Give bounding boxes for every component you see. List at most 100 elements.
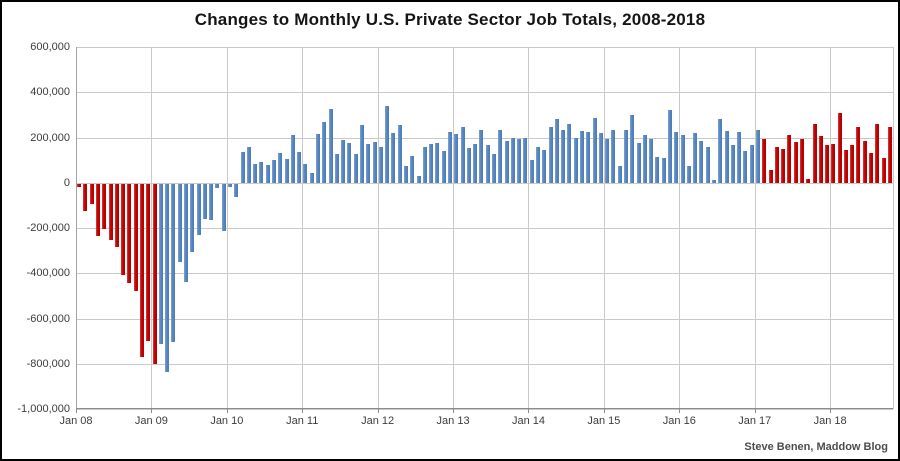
bar-month-92 — [655, 156, 660, 183]
bar-month-2 — [89, 183, 94, 205]
bar-month-77 — [561, 129, 566, 183]
x-axis-tick-label: Jan 12 — [361, 415, 395, 427]
y-axis-tick-label: -1,000,000 — [17, 403, 70, 415]
bar-month-116 — [806, 179, 811, 183]
bar-month-49 — [385, 105, 390, 183]
bar-month-47 — [372, 142, 377, 183]
bar-month-53 — [410, 155, 415, 183]
bar-month-9 — [133, 183, 138, 292]
bar-month-73 — [535, 146, 540, 183]
bar-month-52 — [404, 165, 408, 183]
bar-month-125 — [862, 140, 867, 183]
bar-month-100 — [705, 146, 710, 183]
y-axis-tick-label: -600,000 — [26, 312, 70, 325]
x-axis-line — [76, 408, 893, 409]
x-axis-tick — [76, 409, 77, 413]
bar-month-30 — [265, 164, 270, 183]
bar-month-32 — [278, 153, 283, 183]
year-gridline — [830, 47, 832, 409]
bar-month-35 — [297, 152, 302, 183]
bar-month-0 — [77, 183, 82, 188]
bar-month-105 — [737, 131, 742, 183]
y-axis-line — [76, 47, 77, 409]
bar-month-29 — [259, 162, 264, 183]
x-axis-tick — [830, 409, 832, 413]
x-axis-tick-label: Jan 16 — [662, 415, 696, 427]
y-gridline — [76, 182, 893, 184]
bar-month-98 — [693, 132, 698, 183]
y-gridline — [76, 409, 893, 410]
bar-month-95 — [674, 131, 679, 183]
x-axis-tick — [754, 409, 756, 413]
bar-month-42 — [341, 139, 346, 183]
x-axis-tick-label: Jan 14 — [511, 415, 545, 427]
y-gridline — [76, 318, 893, 320]
y-gridline — [76, 363, 893, 365]
bar-month-91 — [649, 138, 654, 183]
bar-month-129 — [887, 127, 892, 183]
x-axis-tick-label: Jan 08 — [59, 415, 93, 427]
bar-month-93 — [661, 157, 666, 183]
year-gridline — [226, 47, 228, 409]
bar-month-59 — [447, 131, 452, 183]
bar-month-58 — [441, 151, 446, 183]
x-axis-tick — [528, 409, 530, 413]
bar-month-40 — [328, 109, 333, 183]
bar-month-41 — [334, 154, 339, 183]
y-gridline — [76, 47, 893, 48]
bar-month-14 — [165, 183, 170, 372]
y-axis-tick-label: 600,000 — [30, 41, 70, 53]
bar-month-70 — [517, 138, 522, 183]
x-axis-tick-label: Jan 15 — [587, 415, 621, 427]
bar-month-60 — [454, 134, 459, 183]
bar-month-48 — [378, 146, 383, 183]
bar-month-101 — [711, 180, 716, 183]
bar-month-88 — [630, 114, 635, 183]
bar-month-8 — [127, 183, 132, 284]
bar-month-39 — [322, 121, 327, 183]
bar-month-109 — [762, 138, 767, 183]
bar-month-69 — [510, 137, 515, 183]
bar-month-24 — [228, 183, 233, 188]
bar-month-78 — [567, 123, 572, 183]
year-gridline — [528, 47, 530, 409]
y-axis-tick-label: -200,000 — [26, 222, 70, 234]
x-axis-tick — [453, 409, 455, 413]
x-axis-tick — [226, 409, 228, 413]
y-axis-tick-label: 0 — [63, 176, 70, 189]
bar-month-112 — [781, 148, 786, 183]
bar-month-37 — [309, 172, 314, 183]
bar-month-26 — [240, 152, 245, 183]
bar-month-119 — [825, 145, 830, 183]
bar-month-56 — [429, 144, 434, 183]
bar-month-124 — [856, 127, 861, 183]
bar-month-57 — [435, 143, 440, 183]
bar-month-15 — [171, 183, 176, 343]
bar-month-106 — [743, 151, 748, 183]
bar-month-11 — [146, 183, 151, 341]
bar-month-51 — [397, 125, 402, 183]
bar-month-62 — [466, 147, 471, 183]
plot-right-border — [893, 47, 894, 409]
bar-month-83 — [598, 132, 603, 183]
bar-month-68 — [504, 140, 509, 183]
bar-month-94 — [667, 110, 672, 183]
bar-month-71 — [523, 137, 528, 183]
bar-month-81 — [586, 131, 591, 183]
bar-month-90 — [642, 135, 647, 183]
bar-month-66 — [491, 154, 496, 183]
bar-month-6 — [114, 183, 119, 248]
bar-month-25 — [234, 183, 239, 198]
y-gridline — [76, 137, 893, 139]
year-gridline — [377, 47, 379, 409]
bar-month-18 — [190, 183, 195, 252]
bar-month-20 — [202, 183, 207, 219]
bar-month-123 — [850, 145, 855, 183]
bar-month-108 — [755, 129, 760, 183]
bar-month-120 — [831, 144, 836, 183]
bar-month-86 — [617, 165, 622, 183]
plot-area: 600,000 400,000 200,000 0 -200,000 -400,000 -6… — [17, 41, 894, 427]
y-axis-tick-label: -800,000 — [26, 357, 70, 370]
bar-month-13 — [158, 183, 163, 345]
